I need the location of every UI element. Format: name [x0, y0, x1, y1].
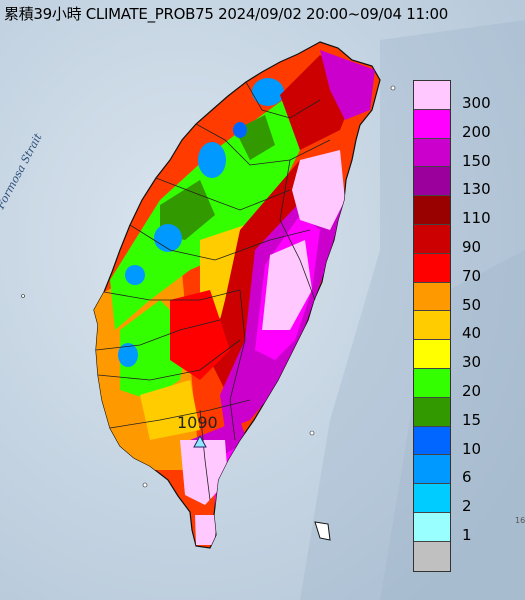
- legend-label: 90: [462, 238, 482, 256]
- color-legend: [413, 80, 451, 572]
- legend-label: 130: [462, 180, 491, 199]
- small-islet: [390, 85, 396, 91]
- legend-swatch: [414, 541, 450, 571]
- legend-swatch: [414, 81, 450, 110]
- legend-swatch: [414, 397, 450, 427]
- legend-label: 1: [462, 526, 472, 544]
- triangle-marker-icon: [193, 434, 207, 448]
- corner-mark: 16: [515, 516, 525, 525]
- legend-label: 15: [462, 410, 482, 429]
- legend-label: 40: [462, 324, 482, 343]
- legend-swatch: [414, 368, 450, 398]
- legend-label: 30: [462, 353, 482, 372]
- county-borders: [95, 81, 331, 501]
- legend-label: 10: [462, 439, 482, 458]
- legend-swatch: [414, 253, 450, 283]
- small-islet: [309, 430, 315, 436]
- legend-swatch: [414, 196, 450, 225]
- legend-label: 70: [462, 266, 482, 285]
- legend-label: 20: [462, 382, 482, 400]
- green-island: [314, 521, 331, 541]
- legend-swatch: [414, 455, 450, 485]
- legend-swatch: [414, 109, 450, 139]
- legend-label: 300: [462, 94, 491, 112]
- legend-swatch: [414, 484, 450, 513]
- small-islet: [142, 482, 148, 488]
- legend-label: 2: [462, 497, 472, 516]
- legend-swatch: [414, 512, 450, 542]
- legend-swatch: [414, 311, 450, 341]
- legend-swatch: [414, 138, 450, 168]
- map-title: 累積39小時 CLIMATE_PROB75 2024/09/02 20:00~0…: [4, 5, 448, 23]
- legend-swatch: [414, 426, 450, 456]
- legend-swatch: [414, 224, 450, 254]
- legend-label: 150: [462, 151, 491, 170]
- legend-label: 200: [462, 122, 491, 141]
- legend-swatch: [414, 282, 450, 312]
- legend-swatch: [414, 167, 450, 197]
- max-rainfall-label: 1090: [177, 413, 218, 432]
- legend-swatch: [414, 340, 450, 369]
- legend-label: 110: [462, 209, 491, 228]
- legend-label: 6: [462, 468, 472, 487]
- small-islet: [21, 294, 25, 298]
- legend-label: 50: [462, 295, 482, 314]
